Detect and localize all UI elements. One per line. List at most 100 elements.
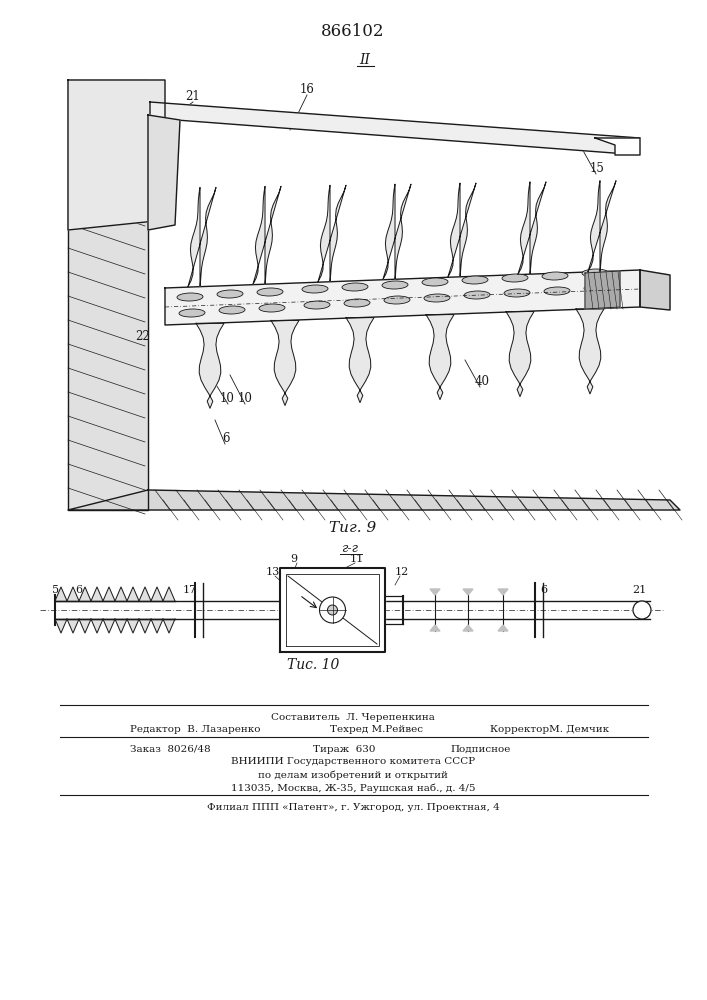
Ellipse shape: [177, 293, 203, 301]
Text: 21: 21: [185, 90, 200, 103]
Ellipse shape: [542, 272, 568, 280]
Ellipse shape: [462, 276, 488, 284]
Polygon shape: [188, 187, 216, 287]
Polygon shape: [68, 490, 680, 510]
Text: ВНИИПИ Государственного комитета СССР: ВНИИПИ Государственного комитета СССР: [231, 758, 475, 766]
Polygon shape: [346, 318, 374, 403]
Ellipse shape: [382, 281, 408, 289]
Text: Заказ  8026/48: Заказ 8026/48: [130, 744, 211, 754]
Circle shape: [327, 605, 337, 615]
Circle shape: [633, 601, 651, 619]
Text: 13: 13: [266, 567, 280, 577]
Polygon shape: [448, 183, 476, 277]
Circle shape: [320, 597, 346, 623]
Polygon shape: [103, 587, 115, 601]
Ellipse shape: [384, 296, 410, 304]
Polygon shape: [383, 184, 411, 279]
Polygon shape: [148, 115, 180, 230]
Text: г-г: г-г: [341, 542, 358, 554]
Polygon shape: [271, 320, 299, 405]
Text: 6: 6: [222, 432, 230, 445]
Text: Составитель  Л. Черепенкина: Составитель Л. Черепенкина: [271, 712, 435, 722]
Polygon shape: [68, 80, 165, 230]
Text: 8: 8: [330, 614, 337, 624]
Polygon shape: [139, 587, 151, 601]
Text: 22: 22: [135, 330, 150, 343]
Polygon shape: [506, 312, 534, 397]
Text: 15: 15: [590, 162, 605, 175]
Text: 9: 9: [290, 554, 297, 564]
Polygon shape: [463, 589, 473, 595]
Text: Тираж  630: Тираж 630: [313, 744, 375, 754]
Polygon shape: [585, 271, 620, 309]
Polygon shape: [498, 625, 508, 631]
Polygon shape: [67, 619, 79, 633]
Text: КорректорМ. Демчик: КорректорМ. Демчик: [490, 726, 609, 734]
Text: 17: 17: [183, 585, 197, 595]
Polygon shape: [640, 270, 670, 310]
Text: 866102: 866102: [321, 23, 385, 40]
Text: 113035, Москва, Ж-35, Раушская наб., д. 4/5: 113035, Москва, Ж-35, Раушская наб., д. …: [230, 783, 475, 793]
Polygon shape: [163, 619, 175, 633]
Polygon shape: [55, 601, 175, 619]
Polygon shape: [576, 309, 604, 394]
Polygon shape: [253, 186, 281, 284]
Text: Техред М.Рейвес: Техред М.Рейвес: [330, 726, 423, 734]
Ellipse shape: [424, 294, 450, 302]
Ellipse shape: [304, 301, 330, 309]
Text: 40: 40: [475, 375, 490, 388]
Polygon shape: [139, 619, 151, 633]
Text: 6: 6: [75, 585, 82, 595]
Polygon shape: [55, 619, 67, 633]
Polygon shape: [430, 625, 440, 631]
Ellipse shape: [544, 287, 570, 295]
Text: Подписное: Подписное: [450, 744, 510, 754]
Text: Редактор  В. Лазаренко: Редактор В. Лазаренко: [130, 726, 260, 734]
Polygon shape: [498, 589, 508, 595]
Polygon shape: [103, 619, 115, 633]
Text: 19: 19: [350, 637, 364, 647]
Polygon shape: [518, 182, 546, 274]
Ellipse shape: [464, 291, 490, 299]
Ellipse shape: [584, 284, 610, 292]
Polygon shape: [426, 315, 454, 400]
Ellipse shape: [344, 299, 370, 307]
Text: II: II: [359, 53, 370, 67]
Ellipse shape: [582, 269, 608, 277]
Text: Филиал ППП «Патент», г. Ужгород, ул. Проектная, 4: Филиал ППП «Патент», г. Ужгород, ул. Про…: [206, 802, 499, 812]
Ellipse shape: [502, 274, 528, 282]
Polygon shape: [115, 619, 127, 633]
Polygon shape: [150, 102, 640, 155]
Polygon shape: [79, 587, 91, 601]
Text: 5: 5: [52, 585, 59, 595]
Ellipse shape: [219, 306, 245, 314]
Polygon shape: [318, 185, 346, 282]
Polygon shape: [127, 619, 139, 633]
Text: Τиг. 9: Τиг. 9: [329, 521, 377, 535]
Ellipse shape: [179, 309, 205, 317]
Text: 11: 11: [350, 554, 364, 564]
Polygon shape: [151, 619, 163, 633]
Polygon shape: [280, 568, 385, 652]
Text: 10: 10: [220, 392, 235, 405]
Text: 16: 16: [300, 83, 315, 96]
Polygon shape: [115, 587, 127, 601]
Polygon shape: [55, 587, 67, 601]
Polygon shape: [588, 181, 616, 272]
Ellipse shape: [342, 283, 368, 291]
Polygon shape: [163, 587, 175, 601]
Polygon shape: [67, 587, 79, 601]
Text: по делам изобретений и открытий: по делам изобретений и открытий: [258, 770, 448, 780]
Polygon shape: [430, 589, 440, 595]
Ellipse shape: [259, 304, 285, 312]
Text: 6: 6: [540, 585, 547, 595]
Polygon shape: [595, 138, 640, 155]
Polygon shape: [463, 625, 473, 631]
Polygon shape: [79, 619, 91, 633]
Text: Τис. 10: Τис. 10: [287, 658, 339, 672]
Polygon shape: [91, 587, 103, 601]
Ellipse shape: [422, 278, 448, 286]
Polygon shape: [165, 270, 640, 325]
Text: 10: 10: [238, 392, 253, 405]
Polygon shape: [151, 587, 163, 601]
